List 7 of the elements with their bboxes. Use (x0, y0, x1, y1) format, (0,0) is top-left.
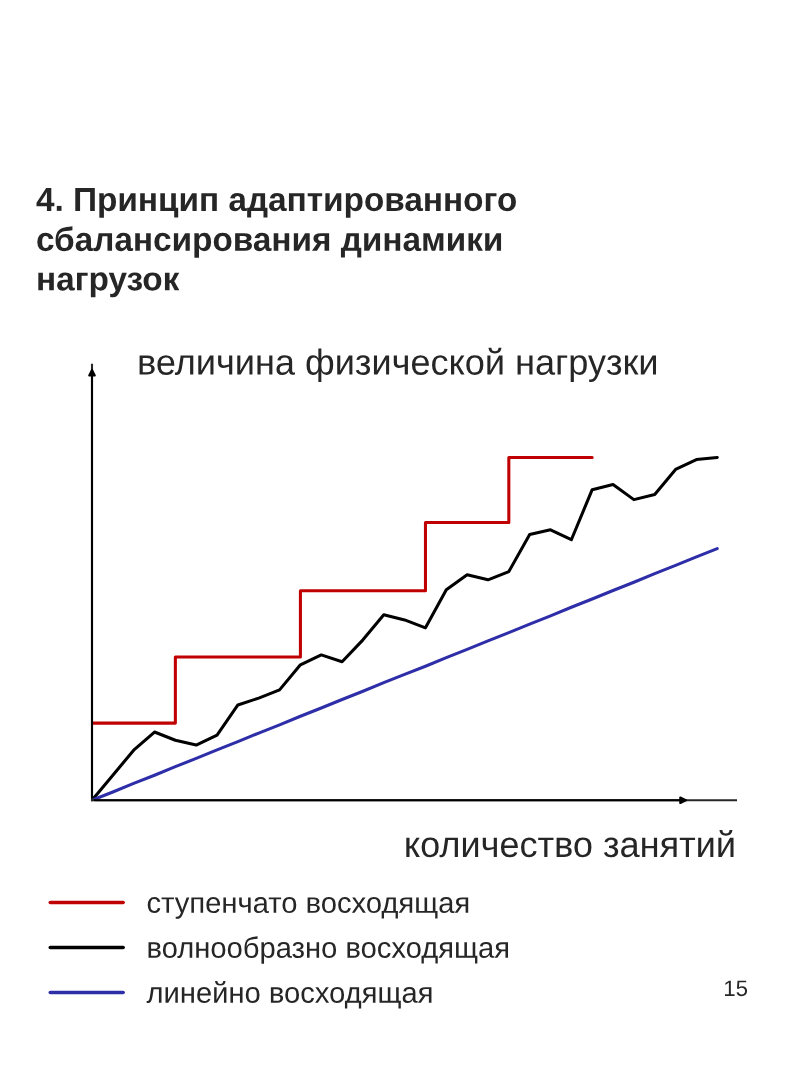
chart-title: 4. Принцип адаптированного сбалансирования динамики нагрузок (36, 187, 516, 298)
legend-label: линейно восходящая (146, 981, 432, 1009)
legend-label: волнообразно восходящая (148, 936, 509, 964)
legend-label: ступенчато восходящая (147, 897, 469, 919)
text: 15 (724, 980, 748, 997)
x-axis-title: количество занятий (406, 830, 734, 858)
y-axis-title: величина физической нагрузки (139, 347, 657, 383)
